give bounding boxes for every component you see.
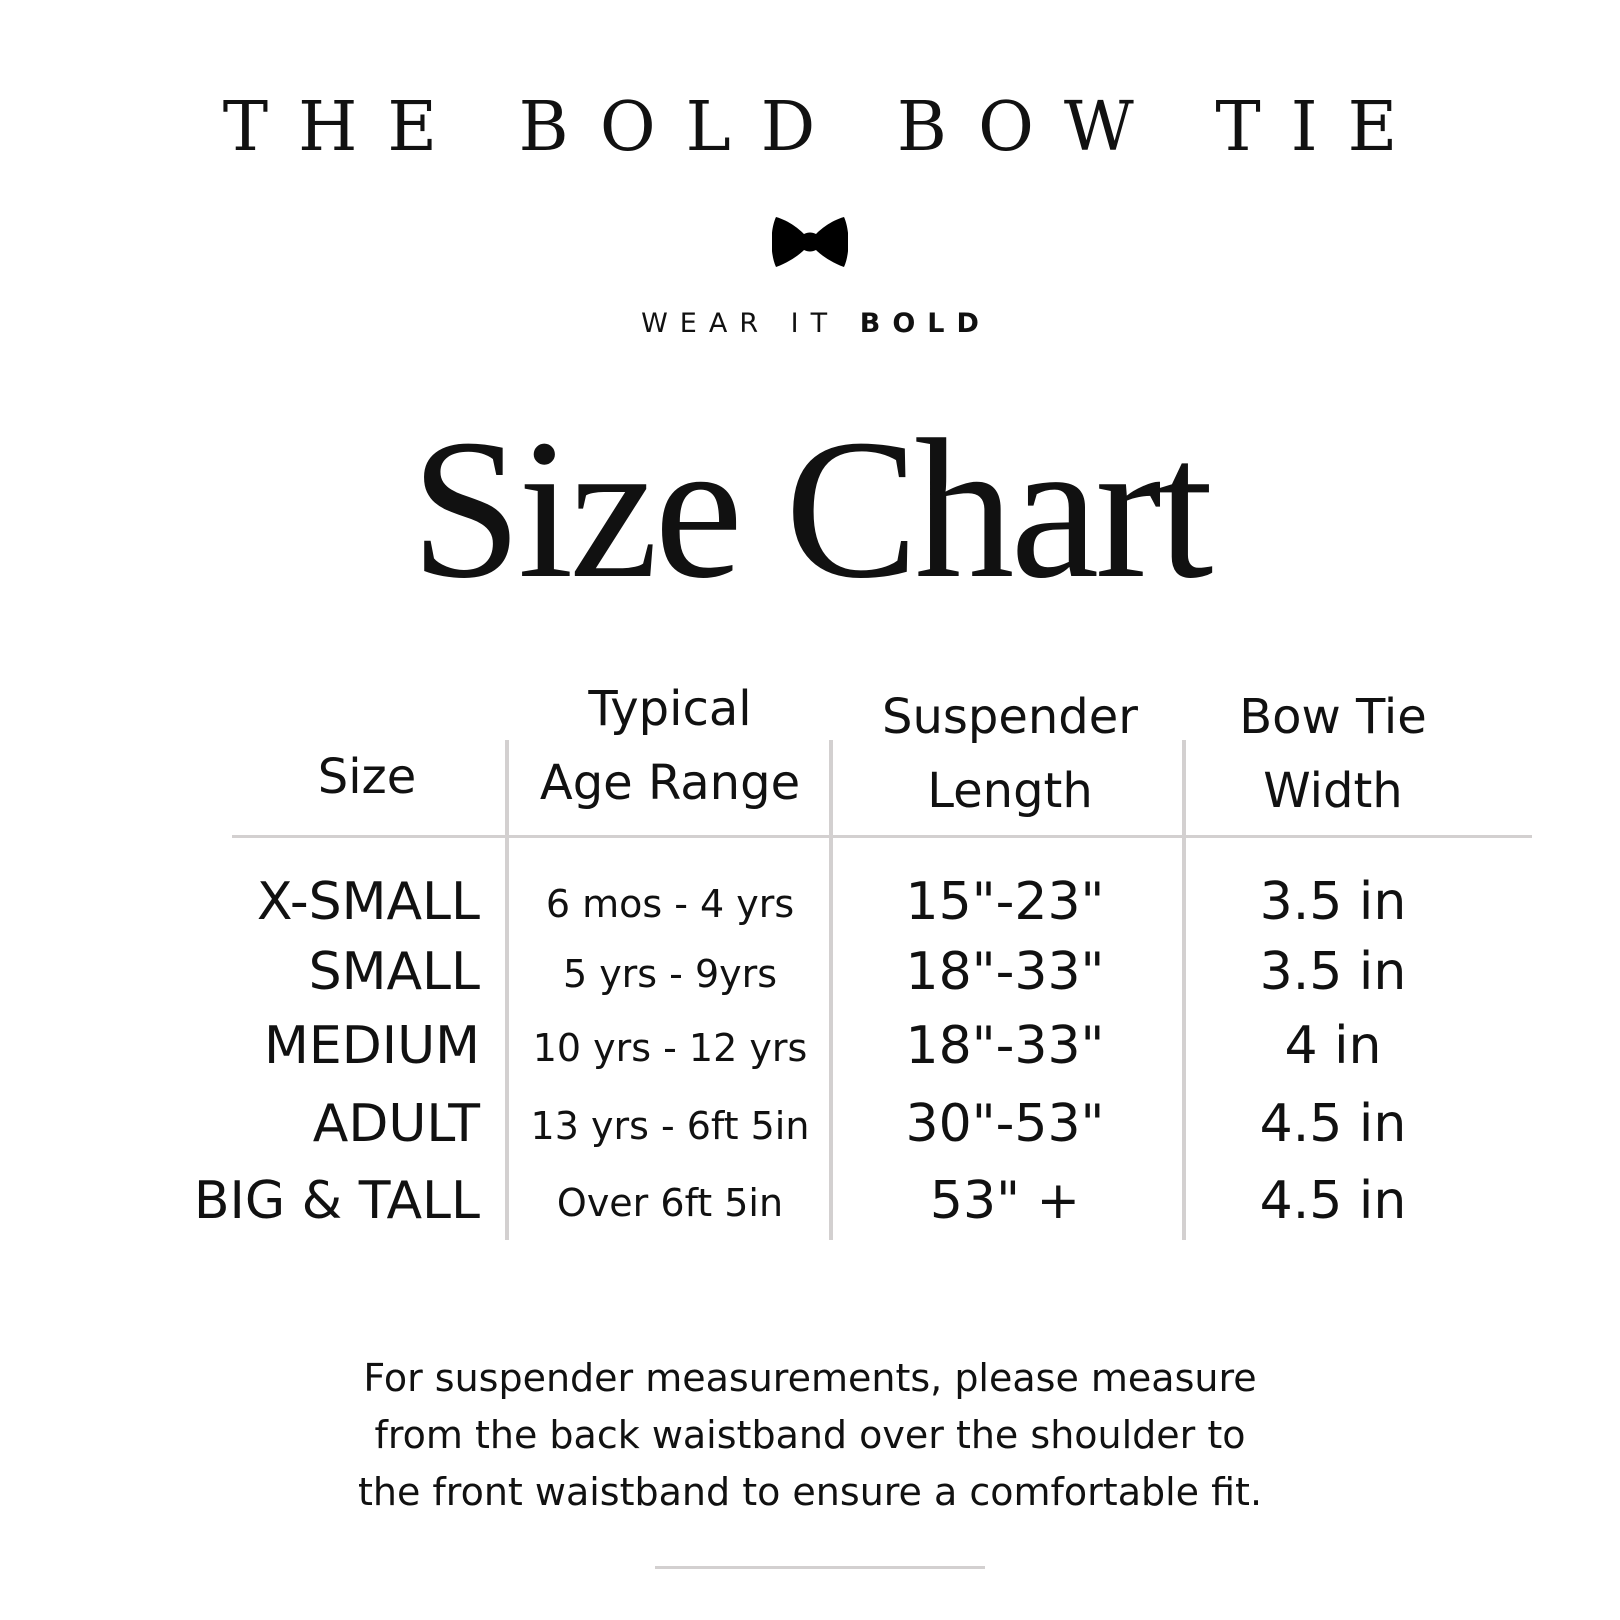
age-cell: 10 yrs - 12 yrs (532, 1026, 808, 1070)
header-line: Suspender (881, 689, 1139, 745)
header-divider (232, 835, 1532, 838)
page-title: Size Chart (410, 399, 1214, 620)
header-age-range: Typical Age Range (510, 672, 830, 820)
header-line: Width (1263, 763, 1403, 819)
note-line: the front waistband to ensure a comforta… (357, 1470, 1263, 1514)
size-cell: BIG & TALL (193, 1171, 480, 1231)
header-line: Age Range (539, 755, 801, 811)
tagline-bold: BOLD (859, 308, 991, 339)
suspender-cell: 18"-33" (905, 942, 1105, 1002)
width-cell: 4.5 in (1259, 1094, 1407, 1154)
bow-tie-icon (772, 217, 848, 267)
header-line: Size (317, 749, 417, 805)
age-cell: 6 mos - 4 yrs (545, 882, 795, 926)
tagline: WEAR IT BOLD (0, 308, 1620, 339)
suspender-cell: 53" + (929, 1171, 1081, 1231)
header-bow-tie-width: Bow Tie Width (1188, 680, 1478, 828)
width-cell: 3.5 in (1259, 872, 1407, 932)
column-divider (829, 740, 833, 1240)
width-cell: 4 in (1284, 1016, 1382, 1076)
column-divider (1182, 740, 1186, 1240)
width-cell: 3.5 in (1259, 942, 1407, 1002)
brand-name: THE BOLD BOW TIE (222, 88, 1428, 167)
age-cell: 13 yrs - 6ft 5in (530, 1104, 810, 1148)
size-cell: X-SMALL (256, 872, 480, 932)
header-line: Bow Tie (1239, 689, 1427, 745)
measurement-note: For suspender measurements, please measu… (0, 1350, 1620, 1521)
suspender-cell: 30"-53" (905, 1094, 1105, 1154)
header-line: Typical (588, 681, 752, 737)
width-cell: 4.5 in (1259, 1171, 1407, 1231)
suspender-cell: 18"-33" (905, 1016, 1105, 1076)
tagline-regular: WEAR IT (641, 308, 840, 339)
suspender-cell: 15"-23" (905, 872, 1105, 932)
note-line: For suspender measurements, please measu… (363, 1356, 1257, 1400)
size-cell: MEDIUM (263, 1016, 480, 1076)
column-divider (505, 740, 509, 1240)
age-cell: 5 yrs - 9yrs (562, 952, 778, 996)
note-line: from the back waistband over the shoulde… (374, 1413, 1246, 1457)
size-cell: ADULT (312, 1094, 480, 1154)
header-size: Size (232, 740, 502, 814)
age-cell: Over 6ft 5in (556, 1181, 784, 1225)
footer-divider (655, 1566, 985, 1569)
size-cell: SMALL (308, 942, 480, 1002)
header-line: Length (927, 763, 1093, 819)
header-suspender-length: Suspender Length (835, 680, 1185, 828)
